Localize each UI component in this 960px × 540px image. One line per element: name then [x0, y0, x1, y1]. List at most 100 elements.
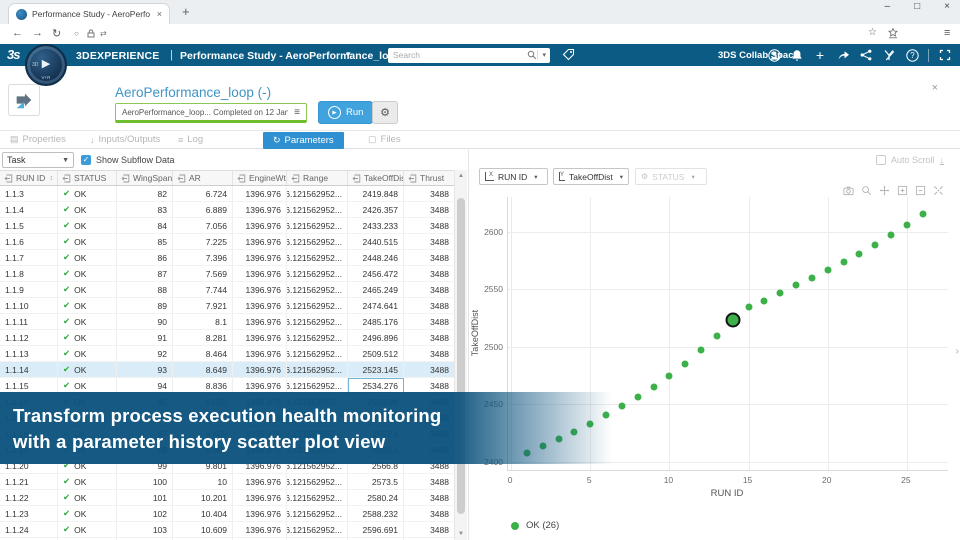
scatter-point[interactable] [776, 289, 784, 297]
table-cell[interactable]: 1.1.6 [0, 234, 58, 249]
table-cell[interactable]: 8.1 [173, 314, 233, 329]
bookmark-star-icon[interactable]: ☆ [868, 27, 877, 38]
table-cell[interactable]: 2456.472 [348, 266, 404, 281]
table-cell[interactable]: 7.225 [173, 234, 233, 249]
table-cell[interactable]: ✔OK [58, 282, 117, 297]
table-cell[interactable]: 1476.121562952... [287, 314, 348, 329]
global-search[interactable]: ▾ [388, 47, 550, 63]
3dexperience-compass[interactable]: 3D ▶ V+R [25, 44, 67, 86]
table-cell[interactable]: 1396.976 [233, 538, 287, 540]
scatter-point[interactable] [919, 210, 927, 218]
table-cell[interactable]: 1.1.5 [0, 218, 58, 233]
table-cell[interactable]: 2485.176 [348, 314, 404, 329]
scatter-point[interactable] [855, 250, 863, 258]
table-row-1.1.3[interactable]: 1.1.3✔OK826.7241396.9761476.121562952...… [0, 186, 455, 202]
table-cell[interactable]: ✔OK [58, 378, 117, 393]
table-cell[interactable]: 1.1.23 [0, 506, 58, 521]
help-icon[interactable]: ? [905, 48, 919, 62]
table-row-1.1.8[interactable]: 1.1.8✔OK877.5691396.9761476.121562952...… [0, 266, 455, 282]
scatter-point[interactable] [745, 303, 753, 311]
table-cell[interactable]: ✔OK [58, 458, 117, 473]
scroll-down-icon[interactable]: ▼ [458, 531, 464, 537]
scatter-point[interactable] [713, 332, 721, 340]
table-cell[interactable]: 1396.976 [233, 298, 287, 313]
table-cell[interactable]: ✔OK [58, 218, 117, 233]
auto-scroll-checkbox[interactable] [875, 155, 886, 165]
scatter-point[interactable] [824, 266, 832, 274]
table-cell[interactable]: 3488 [404, 282, 455, 297]
fullscreen-icon[interactable] [938, 48, 952, 62]
scatter-point[interactable] [650, 383, 658, 391]
table-cell[interactable]: 1396.976 [233, 314, 287, 329]
table-cell[interactable]: 8.464 [173, 346, 233, 361]
table-cell[interactable]: ✔OK [58, 330, 117, 345]
autoscale-icon[interactable] [933, 185, 944, 196]
table-cell[interactable]: 1476.121562952... [287, 282, 348, 297]
table-cell[interactable]: 3488 [404, 250, 455, 265]
table-cell[interactable]: 1396.976 [233, 458, 287, 473]
column-header-thrust[interactable]: Thrust [404, 171, 455, 185]
column-header-wingspan[interactable]: WingSpan [117, 171, 173, 185]
tab-files[interactable]: ▢ Files [368, 134, 401, 145]
table-cell[interactable]: ✔OK [58, 298, 117, 313]
table-cell[interactable]: 83 [117, 202, 173, 217]
forward-icon[interactable]: → [32, 27, 43, 39]
table-cell[interactable]: 1396.976 [233, 186, 287, 201]
scatter-point[interactable] [697, 346, 705, 354]
table-cell[interactable]: 7.056 [173, 218, 233, 233]
table-cell[interactable]: 84 [117, 218, 173, 233]
table-cell[interactable]: 1476.121562952... [287, 378, 348, 393]
column-header-takeoffdist[interactable]: TakeOffDist [348, 171, 404, 185]
site-info-icon[interactable]: ○ [74, 29, 79, 38]
3ds-play-icon[interactable] [882, 48, 896, 62]
table-cell[interactable]: 103 [117, 522, 173, 537]
table-cell[interactable]: 1.1.15 [0, 378, 58, 393]
column-header-ar[interactable]: AR [173, 171, 233, 185]
back-icon[interactable]: ← [12, 27, 23, 39]
table-cell[interactable]: 1.1.20 [0, 458, 58, 473]
scatter-point[interactable] [903, 221, 911, 229]
window-minimize-button[interactable]: – [884, 1, 891, 12]
scroll-up-icon[interactable]: ▲ [458, 173, 464, 179]
compass-play-icon[interactable]: ▶ [41, 58, 51, 70]
table-cell[interactable]: 10 [173, 474, 233, 489]
table-cell[interactable]: 1.1.10 [0, 298, 58, 313]
table-cell[interactable]: 1396.976 [233, 202, 287, 217]
table-cell[interactable]: 102 [117, 506, 173, 521]
table-cell[interactable]: 1476.121562952... [287, 506, 348, 521]
table-cell[interactable]: 1.1.21 [0, 474, 58, 489]
table-cell[interactable]: 7.396 [173, 250, 233, 265]
search-options-chevron-icon[interactable]: ▾ [542, 52, 546, 59]
app-context-title[interactable]: Performance Study - AeroPerformance_loop [180, 50, 402, 62]
table-cell[interactable]: 99 [117, 458, 173, 473]
table-cell[interactable]: 86 [117, 250, 173, 265]
table-cell[interactable]: 2596.691 [348, 522, 404, 537]
table-row-1.1.23[interactable]: 1.1.23✔OK10210.4041396.9761476.121562952… [0, 506, 455, 522]
show-subflow-control[interactable]: ✓ Show Subflow Data [81, 155, 175, 165]
table-cell[interactable]: 3488 [404, 186, 455, 201]
table-cell[interactable]: 93 [117, 362, 173, 377]
table-cell[interactable]: 1476.121562952... [287, 250, 348, 265]
table-cell[interactable]: 1396.976 [233, 250, 287, 265]
scatter-point[interactable] [887, 231, 895, 239]
table-cell[interactable]: ✔OK [58, 234, 117, 249]
context-chevron-down-icon[interactable]: ▾ [346, 49, 351, 59]
table-cell[interactable]: 1.1.24 [0, 522, 58, 537]
search-icon[interactable] [527, 50, 537, 60]
table-cell[interactable]: 1476.121562952... [287, 186, 348, 201]
tab-log[interactable]: ≡ Log [178, 134, 204, 145]
table-row-1.1.22[interactable]: 1.1.22✔OK10110.2011396.9761476.121562952… [0, 490, 455, 506]
table-cell[interactable]: 3488 [404, 298, 455, 313]
browser-tab[interactable]: Performance Study - AeroPerfo × [8, 3, 170, 24]
status-menu-icon[interactable]: ≡ [294, 106, 300, 118]
table-cell[interactable]: 1476.121562952... [287, 298, 348, 313]
column-header-run-id[interactable]: RUN ID ↕ [0, 171, 58, 185]
table-row-1.1.14[interactable]: 1.1.14✔OK938.6491396.9761476.121562952..… [0, 362, 455, 378]
x-axis-select[interactable]: X RUN ID ▾ [479, 168, 548, 185]
table-cell[interactable]: 7.744 [173, 282, 233, 297]
table-cell[interactable]: 2419.848 [348, 186, 404, 201]
table-row-1.1.12[interactable]: 1.1.12✔OK918.2811396.9761476.121562952..… [0, 330, 455, 346]
table-cell[interactable]: 1476.121562952... [287, 346, 348, 361]
table-cell[interactable]: 1476.121562952... [287, 458, 348, 473]
table-cell[interactable]: 94 [117, 378, 173, 393]
